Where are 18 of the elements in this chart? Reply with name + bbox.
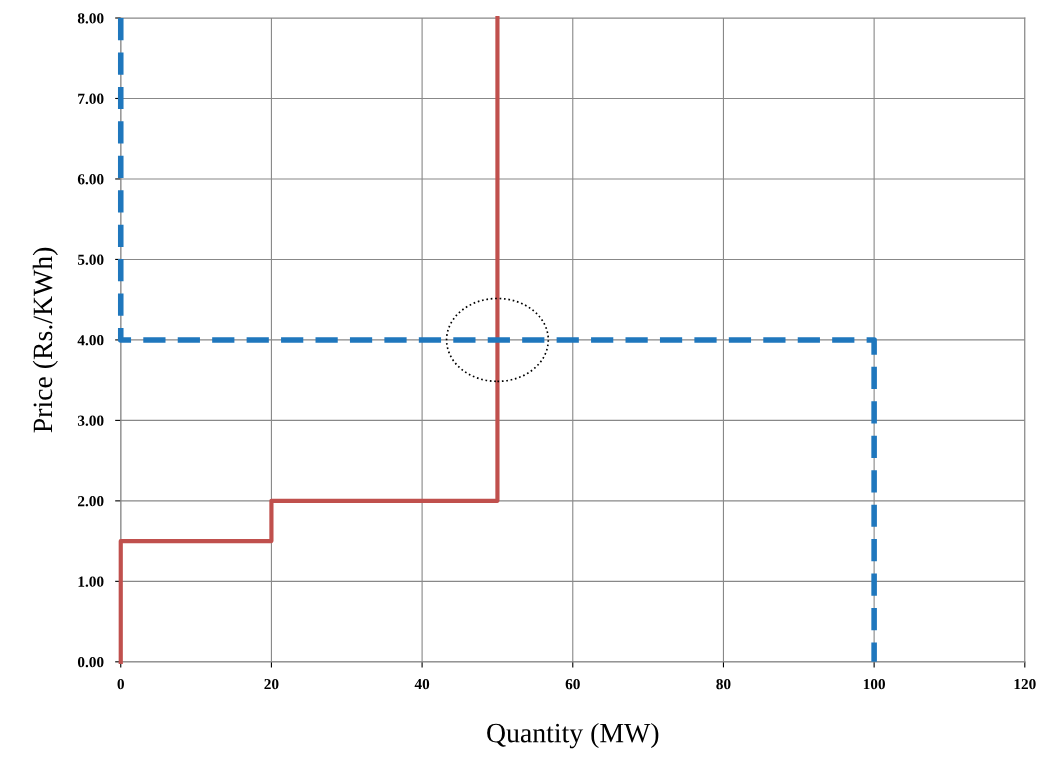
y-tick-label: 5.00 — [77, 254, 104, 265]
x-tick-label: 100 — [863, 678, 885, 690]
x-tick-label: 20 — [264, 678, 279, 690]
x-tick-label: 0 — [117, 678, 124, 690]
y-tick-label: 4.00 — [77, 335, 104, 346]
x-axis-title: Quantity (MW) — [487, 722, 659, 749]
y-tick-label: 2.00 — [77, 496, 104, 507]
y-tick-label: 7.00 — [78, 93, 104, 104]
y-tick-label: 8.00 — [77, 13, 104, 24]
x-tick-label: 80 — [716, 678, 731, 690]
y-tick-label: 1.00 — [78, 576, 104, 587]
y-axis-title: Price (Rs./KWh) — [32, 247, 58, 433]
x-tick-label: 120 — [1014, 678, 1036, 690]
y-tick-label: 6.00 — [77, 174, 104, 185]
x-tick-label: 40 — [414, 678, 430, 690]
x-tick-label: 60 — [565, 678, 580, 690]
y-tick-label: 3.00 — [77, 415, 104, 426]
y-tick-label: 0.00 — [77, 656, 104, 668]
